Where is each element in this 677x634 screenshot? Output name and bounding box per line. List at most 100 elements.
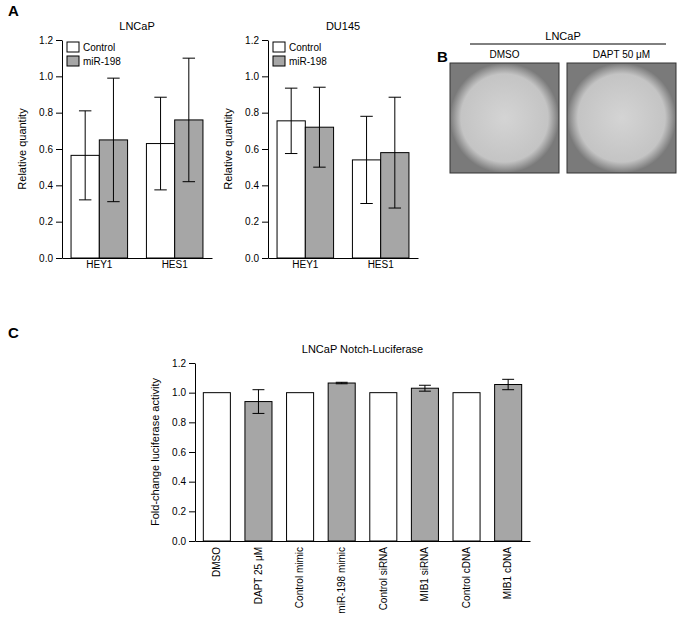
chart: 0.00.20.40.60.81.01.2HEY1HES1LNCaPRelati… [16, 20, 213, 270]
y-tick-label: 0.6 [172, 447, 186, 458]
chart-title: LNCaP [119, 20, 154, 32]
error-bar [79, 111, 91, 200]
y-tick-mark [56, 149, 62, 150]
x-tick-label: Control siRNA [378, 547, 389, 611]
y-tick-label: 1.0 [245, 71, 259, 82]
y-tick: 0.4 [39, 180, 62, 191]
x-tick-label: Control cDNA [461, 547, 472, 608]
plot-area [203, 379, 521, 541]
y-tick-label: 0.2 [39, 216, 53, 227]
colony-image [450, 63, 559, 173]
y-tick-mark [189, 363, 195, 364]
y-tick: 0.0 [39, 253, 62, 264]
y-tick: 0.8 [172, 417, 195, 428]
x-tick-label: DAPT 25 μM [253, 547, 264, 604]
y-tick: 0.6 [39, 144, 62, 155]
x-tick: HEY1 [292, 259, 319, 270]
y-tick: 0.4 [172, 476, 195, 487]
image-panel: LNCaPDMSODAPT 50 μM [450, 30, 676, 173]
error-bar [360, 116, 372, 203]
x-tick-label: MIB1 cDNA [502, 547, 513, 600]
error-bar [313, 87, 325, 167]
error-bar [154, 97, 166, 190]
error-bar [389, 97, 401, 208]
y-axis: 0.00.20.40.60.81.01.2 [172, 358, 195, 547]
error-bar [336, 382, 348, 383]
x-tick: HES1 [368, 259, 395, 270]
y-tick-label: 0.2 [172, 506, 186, 517]
y-tick-mark [56, 113, 62, 114]
colony-image [567, 63, 676, 173]
y-tick: 1.2 [172, 358, 195, 369]
bar [328, 383, 355, 541]
x-tick: Control cDNA [461, 547, 472, 608]
y-tick: 0.0 [245, 253, 268, 264]
x-axis: DMSO DAPT 25 μM Control mimic miR-198 mimic… [196, 542, 531, 614]
y-tick: 1.0 [39, 71, 62, 82]
y-tick-label: 0.8 [39, 107, 53, 118]
y-axis-line [268, 41, 269, 259]
y-axis-line [62, 41, 63, 259]
y-tick: 0.8 [39, 107, 62, 118]
y-tick-mark [189, 452, 195, 453]
panel-letter: B [437, 48, 448, 65]
legend-label: miR-198 [289, 56, 327, 67]
y-tick-label: 0.6 [39, 144, 53, 155]
x-tick: HEY1 [86, 259, 113, 270]
y-tick-mark [189, 422, 195, 423]
panel-title: LNCaP [545, 30, 580, 42]
x-tick-label: Control mimic [294, 547, 305, 608]
x-tick: miR-198 mimic [336, 547, 347, 614]
plot-area [277, 87, 409, 258]
chart-title: DU145 [326, 20, 360, 32]
y-tick-mark [56, 222, 62, 223]
bar [453, 393, 480, 541]
error-bar [502, 379, 514, 389]
x-tick: Control mimic [294, 547, 305, 608]
legend-swatch [67, 42, 79, 52]
x-tick-label: HES1 [162, 259, 189, 270]
x-tick: MIB1 siRNA [419, 547, 430, 602]
y-tick-label: 0.4 [39, 180, 53, 191]
y-tick-label: 0.4 [172, 476, 186, 487]
chart: 0.00.20.40.60.81.01.2DMSODAPT 25 μMContr… [149, 343, 531, 614]
legend-swatch [67, 56, 79, 66]
y-axis: 0.00.20.40.60.81.01.2 [245, 35, 268, 264]
y-tick-mark [262, 258, 268, 259]
bar [287, 393, 314, 541]
error-bar [253, 390, 265, 414]
y-tick-label: 1.2 [172, 358, 186, 369]
y-tick-label: 0.8 [245, 107, 259, 118]
title-rule [470, 44, 666, 45]
y-tick-label: 0.4 [245, 180, 259, 191]
x-axis: HEY1 HES1 [269, 259, 419, 271]
legend-label: Control [289, 42, 321, 53]
y-tick: 0.8 [245, 107, 268, 118]
x-tick-label: HEY1 [292, 259, 319, 270]
x-axis-line [63, 258, 213, 259]
y-tick-label: 0.0 [245, 253, 259, 264]
y-tick-mark [262, 185, 268, 186]
x-tick: DMSO [211, 547, 222, 577]
x-tick-label: MIB1 siRNA [419, 547, 430, 602]
chart-title: LNCaP Notch-Luciferase [302, 343, 423, 355]
panel-letter: A [8, 2, 19, 19]
y-tick: 1.0 [245, 71, 268, 82]
legend: Control miR-198 [273, 42, 327, 67]
y-tick-label: 0.8 [172, 417, 186, 428]
y-tick-label: 0.0 [172, 536, 186, 547]
y-tick-mark [189, 511, 195, 512]
bar [495, 385, 522, 541]
error-bar [419, 385, 431, 391]
y-tick-mark [56, 40, 62, 41]
y-tick-mark [189, 393, 195, 394]
x-axis-line [196, 541, 531, 542]
panel-letter: C [8, 324, 19, 341]
x-axis: HEY1 HES1 [63, 259, 213, 271]
y-tick: 0.0 [172, 536, 195, 547]
y-tick-mark [262, 222, 268, 223]
plot-area [71, 58, 203, 258]
error-bar [183, 58, 195, 182]
x-tick: HES1 [162, 259, 189, 270]
y-tick: 1.2 [39, 35, 62, 46]
